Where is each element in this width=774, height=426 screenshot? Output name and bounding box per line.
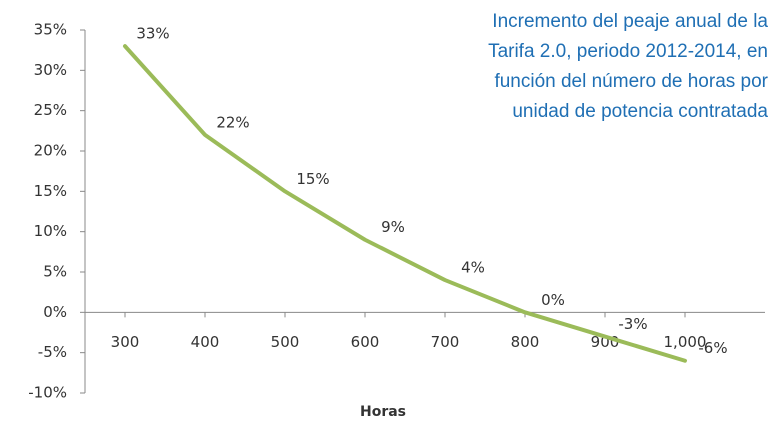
y-tick-label: 0%: [43, 303, 67, 321]
x-tick-label: 700: [431, 333, 460, 351]
y-tick-label: -5%: [38, 343, 67, 361]
data-label: 22%: [216, 113, 249, 131]
x-tick-label: 400: [191, 333, 220, 351]
x-tick-label: 600: [351, 333, 380, 351]
data-label: 33%: [136, 25, 169, 43]
y-tick-label: 10%: [34, 222, 67, 240]
y-tick-label: 30%: [34, 61, 67, 79]
x-tick-label: 300: [111, 333, 140, 351]
data-label: 15%: [296, 170, 329, 188]
data-label: -6%: [698, 339, 727, 357]
y-tick-label: 15%: [34, 182, 67, 200]
line-series: [123, 44, 687, 363]
data-label: -3%: [618, 315, 647, 333]
data-label: 4%: [461, 259, 485, 277]
data-label: 9%: [381, 218, 405, 236]
chart-title: Tarifa 2.0, periodo 2012-2014, en: [488, 41, 768, 62]
y-tick-label: 35%: [34, 21, 67, 39]
x-tick-label: 800: [511, 333, 540, 351]
y-tick-label: 25%: [34, 101, 67, 119]
x-tick-label: 1,000: [664, 333, 707, 351]
y-tick-label: 5%: [43, 263, 67, 281]
y-tick-label: 20%: [34, 142, 67, 160]
x-tick-label: 500: [271, 333, 300, 351]
y-tick-label: -10%: [28, 384, 67, 402]
chart-title: función del número de horas por: [494, 71, 768, 92]
data-label: 0%: [541, 291, 565, 309]
chart-title: Incremento del peaje anual de la: [492, 11, 768, 32]
x-axis-label: Horas: [360, 404, 406, 420]
chart-title: unidad de potencia contratada: [512, 101, 768, 122]
